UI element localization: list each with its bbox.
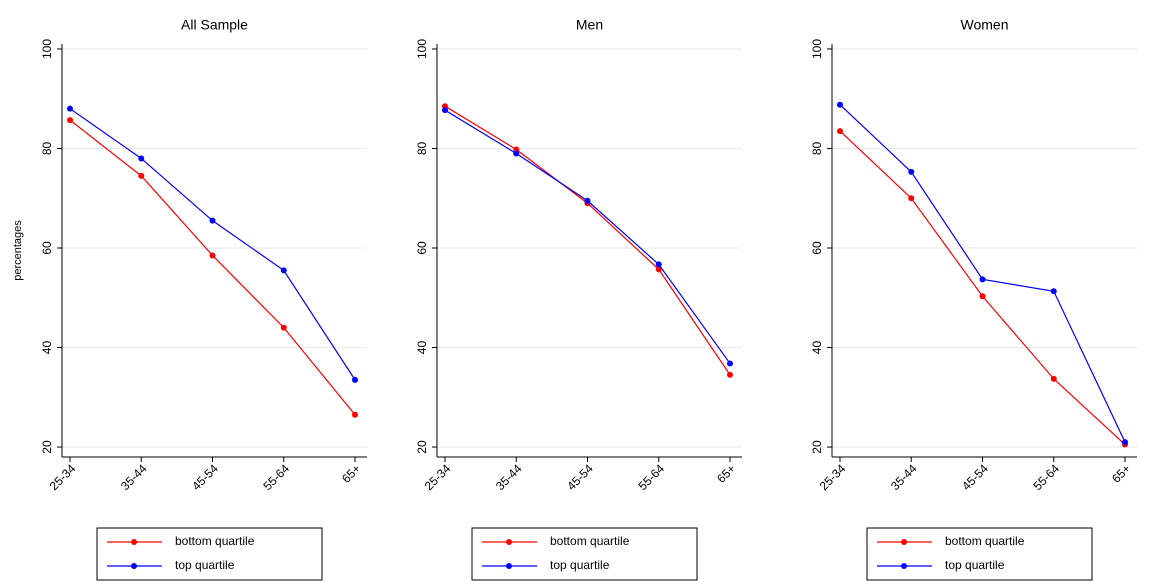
x-tick-label: 55-64	[261, 461, 293, 493]
data-point	[513, 150, 520, 157]
panel-title: All Sample	[181, 17, 248, 33]
x-tick-label: 25-34	[817, 461, 849, 493]
data-point	[352, 376, 358, 383]
x-tick-label: 35-44	[493, 461, 525, 493]
legend-marker	[506, 563, 512, 569]
data-point	[280, 324, 287, 331]
data-point	[727, 371, 733, 378]
legend-marker	[901, 539, 907, 545]
x-tick-label: 65+	[1109, 461, 1133, 485]
legend-label: top quartile	[550, 558, 610, 572]
legend-marker	[131, 539, 137, 545]
data-point	[209, 217, 216, 224]
data-point	[655, 266, 662, 273]
data-point	[138, 172, 145, 179]
x-tick-label: 55-64	[1031, 461, 1063, 493]
legend-marker	[901, 563, 907, 569]
x-tick-label: 35-44	[888, 461, 920, 493]
legend-label: bottom quartile	[175, 534, 255, 548]
series-line	[69, 108, 356, 381]
x-tick-label: 25-34	[422, 461, 454, 493]
legend-box	[471, 527, 698, 581]
data-point	[979, 276, 986, 283]
x-tick-label: 25-34	[47, 461, 79, 493]
y-tick-label: 20	[415, 440, 429, 454]
data-point	[727, 360, 733, 367]
legend-box	[96, 527, 323, 581]
y-tick-label: 20	[40, 440, 54, 454]
y-tick-label: 40	[40, 341, 54, 355]
data-point	[837, 101, 843, 108]
y-tick-label: 80	[810, 141, 824, 155]
y-tick-label: 60	[810, 241, 824, 255]
x-tick-label: 45-54	[959, 461, 991, 493]
data-point	[352, 411, 358, 418]
y-tick-label: 60	[40, 241, 54, 255]
legend-label: bottom quartile	[550, 534, 630, 548]
x-tick-label: 45-54	[564, 461, 596, 493]
y-tick-label: 100	[40, 39, 54, 59]
x-tick-label: 45-54	[189, 461, 221, 493]
legend-box	[866, 527, 1093, 581]
data-point	[837, 128, 843, 135]
series-line	[69, 119, 356, 416]
data-point	[979, 293, 986, 300]
y-tick-label: 40	[415, 341, 429, 355]
x-tick-label: 55-64	[636, 461, 668, 493]
data-point	[908, 168, 915, 175]
legend-label: bottom quartile	[945, 534, 1025, 548]
legend-marker	[506, 539, 512, 545]
y-tick-label: 100	[810, 39, 824, 59]
data-point	[280, 267, 287, 274]
series-line	[839, 104, 1126, 443]
x-tick-label: 35-44	[118, 461, 150, 493]
panel-title: Men	[576, 17, 603, 33]
data-point	[584, 197, 591, 204]
data-point	[908, 195, 915, 202]
data-point	[209, 252, 216, 259]
y-tick-label: 80	[415, 141, 429, 155]
panel-title: Women	[961, 17, 1009, 33]
y-tick-label: 100	[415, 39, 429, 59]
series-line	[839, 130, 1126, 446]
legend-label: top quartile	[945, 558, 1005, 572]
y-tick-label: 80	[40, 141, 54, 155]
legend-label: top quartile	[175, 558, 235, 572]
data-point	[138, 155, 145, 162]
x-tick-label: 65+	[339, 461, 363, 485]
y-axis-label: percentages	[12, 220, 24, 281]
data-point	[1050, 375, 1057, 382]
legend-marker	[131, 563, 137, 569]
y-tick-label: 20	[810, 440, 824, 454]
data-point	[442, 107, 448, 114]
data-point	[67, 117, 73, 124]
x-tick-label: 65+	[714, 461, 738, 485]
data-point	[1122, 439, 1128, 446]
data-point	[1050, 288, 1057, 295]
y-tick-label: 40	[810, 341, 824, 355]
series-line	[444, 105, 731, 376]
data-point	[67, 105, 73, 112]
y-tick-label: 60	[415, 241, 429, 255]
data-point	[655, 261, 662, 268]
